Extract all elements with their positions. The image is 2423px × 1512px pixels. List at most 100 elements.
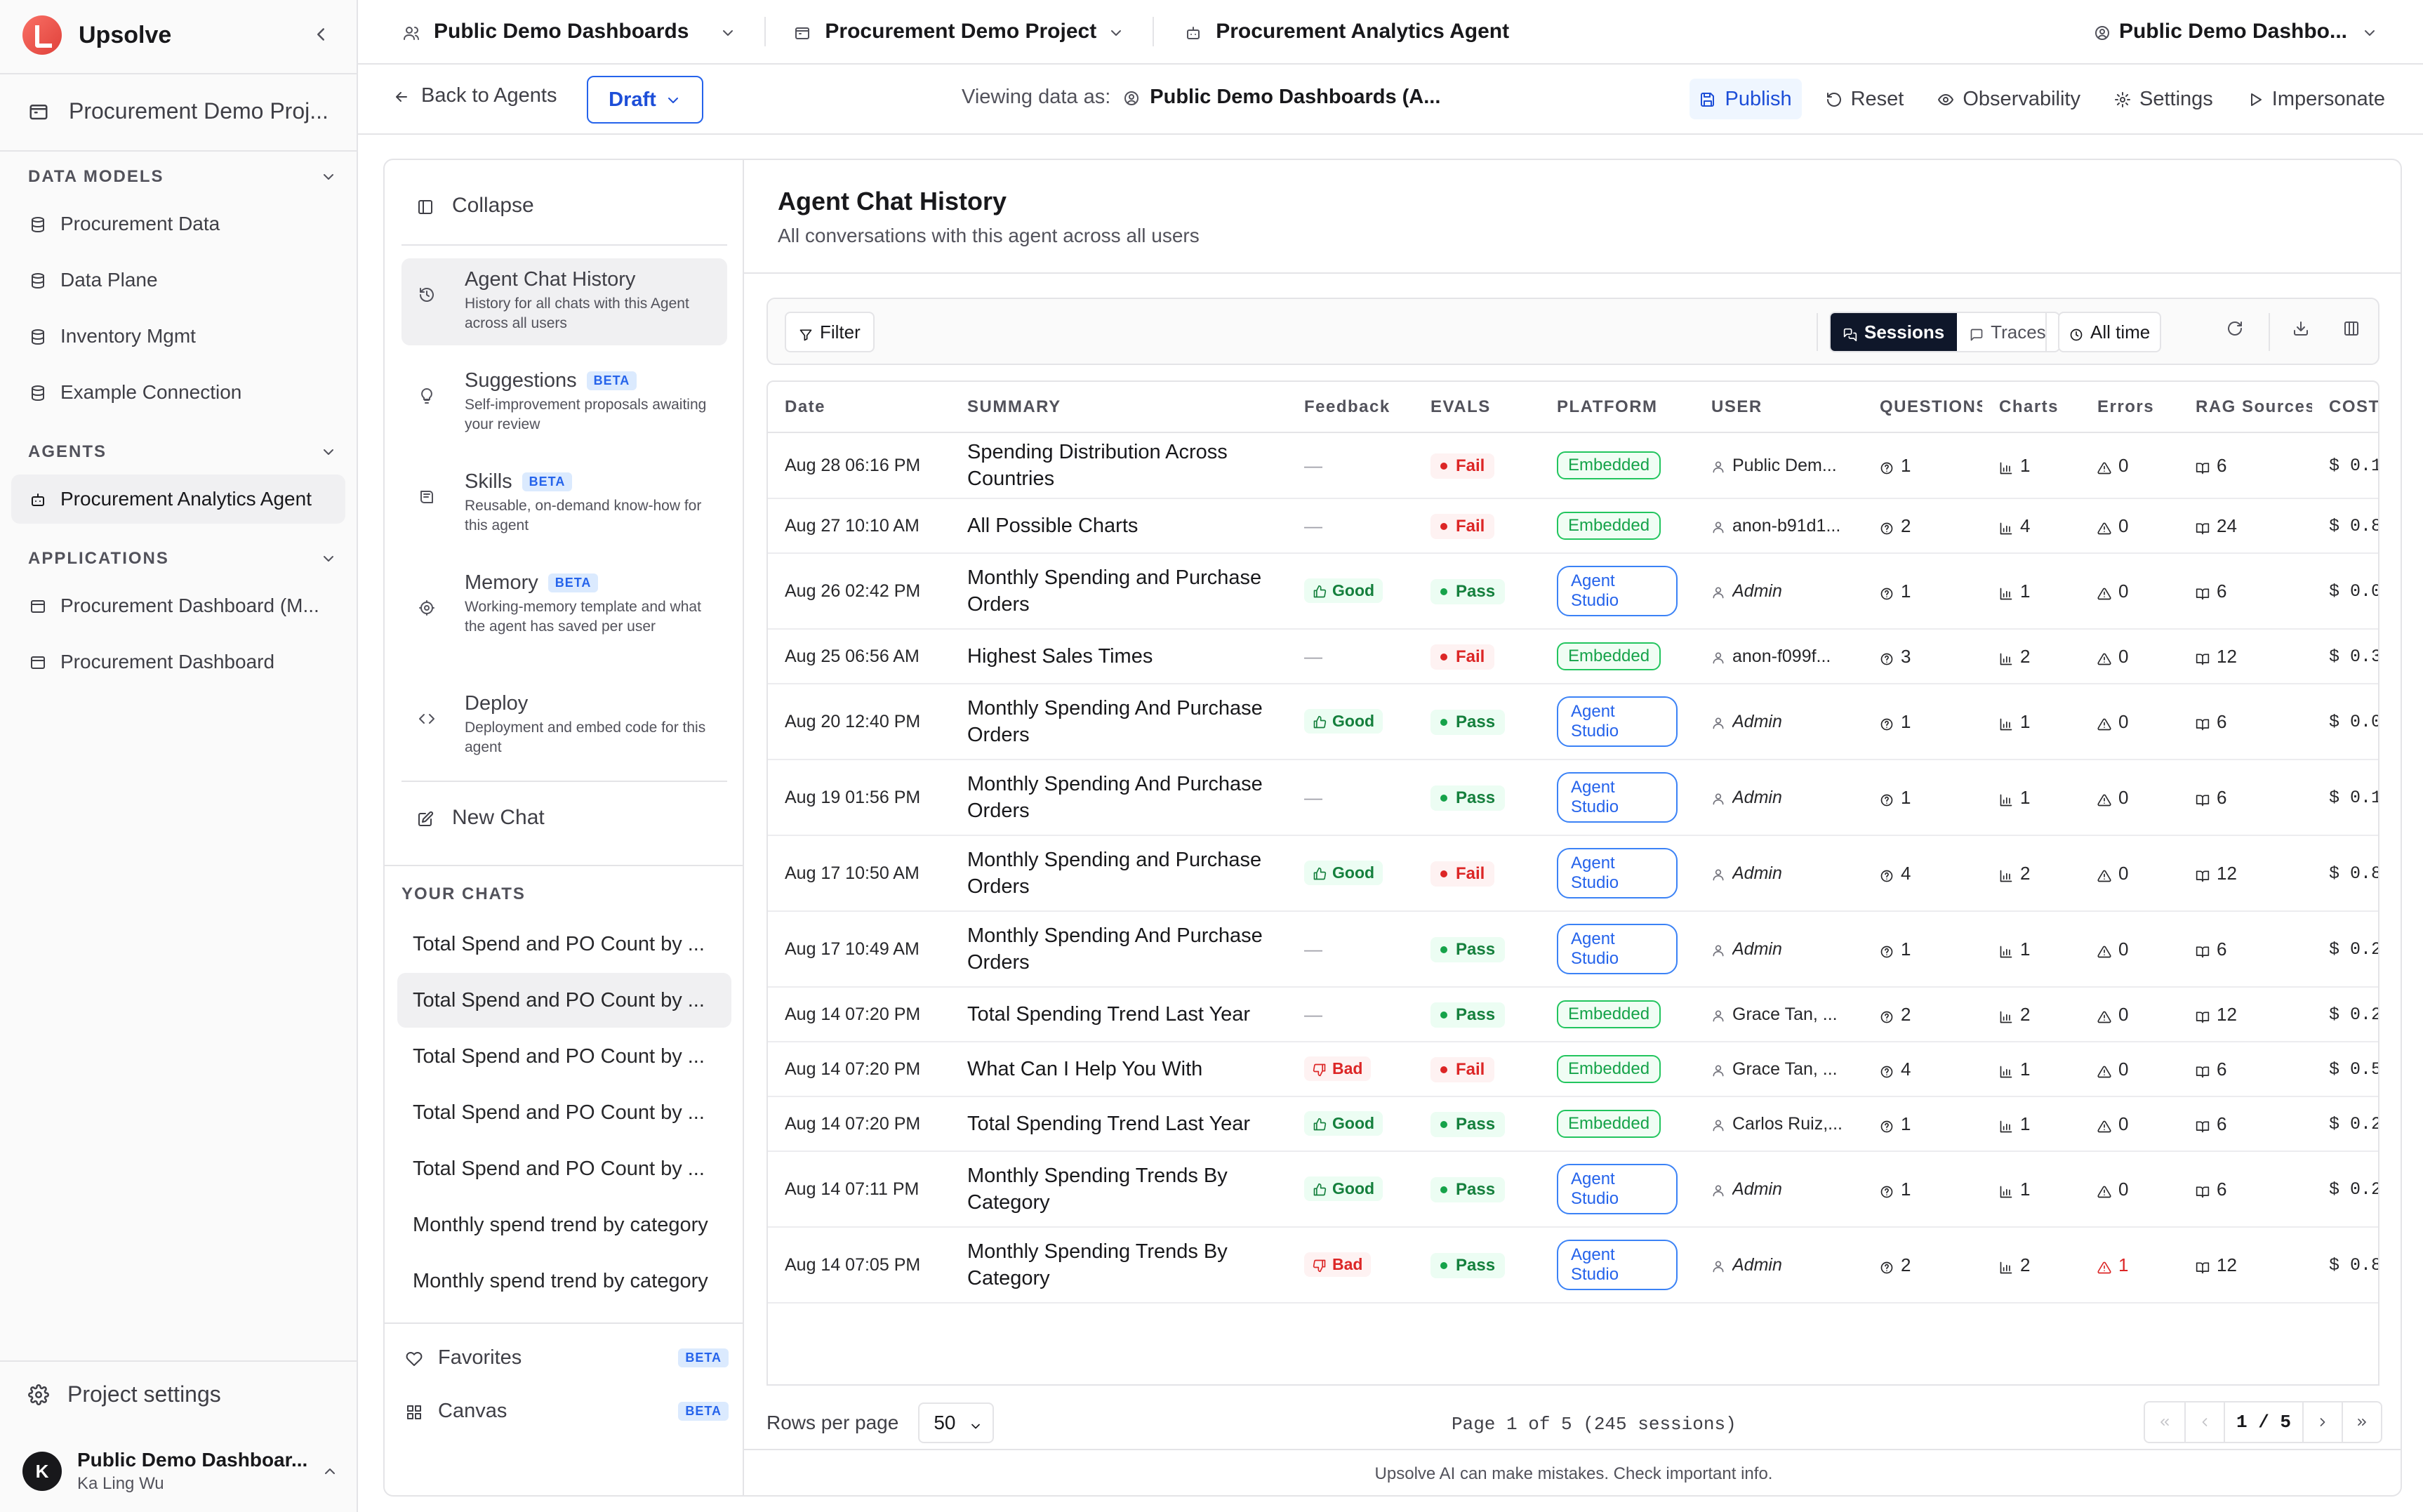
table-row[interactable]: Aug 19 01:56 PM Monthly Spending And Purc… [768, 760, 2378, 836]
sidebar-item-procurement-dashboard[interactable]: Procurement Dashboard [11, 637, 345, 687]
session-summary[interactable]: Highest Sales Times [950, 629, 1287, 684]
section-applications[interactable]: APPLICATIONS [28, 549, 337, 569]
column-header[interactable]: Errors [2080, 382, 2179, 433]
table-row[interactable]: Aug 26 02:42 PM Monthly Spending and Purc… [768, 553, 2378, 630]
publish-button[interactable]: Publish [1690, 79, 1802, 119]
time-range-button[interactable]: All time [2058, 312, 2162, 352]
session-summary[interactable]: Total Spending Trend Last Year [950, 1096, 1287, 1152]
chat-item[interactable]: Total Spend and PO Count by ... [413, 1157, 705, 1180]
project-icon [28, 101, 49, 122]
table-row[interactable]: Aug 14 07:05 PM Monthly Spending Trends B… [768, 1227, 2378, 1304]
section-data-models[interactable]: DATA MODELS [28, 167, 337, 187]
section-agents[interactable]: AGENTS [28, 442, 337, 462]
session-summary[interactable]: Monthly Spending and Purchase Orders [950, 553, 1287, 630]
project-switcher[interactable]: Procurement Demo Project [794, 20, 1124, 44]
sidebar-item-procurement-dashboard-m[interactable]: Procurement Dashboard (M... [11, 581, 345, 630]
account-selector[interactable]: Public Demo Dashbo... [2094, 20, 2378, 44]
observability-button[interactable]: Observability [1927, 79, 2090, 119]
bar-chart-icon [1999, 942, 2013, 958]
column-header[interactable]: RAG Sources [2179, 382, 2312, 433]
column-header[interactable]: COST [2312, 382, 2378, 433]
column-header[interactable]: USER [1694, 382, 1863, 433]
first-page-button[interactable] [2145, 1402, 2184, 1442]
filter-button[interactable]: Filter [785, 312, 875, 352]
sidebar-item-inventory-mgmt[interactable]: Inventory Mgmt [11, 312, 345, 361]
chat-item[interactable]: Monthly spend trend by category [413, 1269, 708, 1292]
table-row[interactable]: Aug 17 10:50 AM Monthly Spending and Purc… [768, 835, 2378, 912]
org-selector[interactable]: Public Demo Dashboards [403, 20, 736, 44]
nav-skills[interactable]: Skills BETA Reusable, on-demand know-how … [401, 460, 727, 548]
charts-count: 2 [2020, 645, 2031, 667]
bar-chart-icon [1999, 790, 2013, 807]
user-menu[interactable]: K Public Demo Dashboar... Ka Ling Wu [22, 1446, 338, 1497]
session-summary[interactable]: Monthly Spending and Purchase Orders [950, 835, 1287, 912]
viewing-data-as[interactable]: Viewing data as: Public Demo Dashboards … [962, 86, 1440, 109]
sidebar-item-data-plane[interactable]: Data Plane [11, 256, 345, 305]
refresh-icon[interactable] [2226, 320, 2243, 337]
table-row[interactable]: Aug 14 07:20 PM Total Spending Trend Last… [768, 987, 2378, 1042]
prev-page-button[interactable] [2184, 1402, 2224, 1442]
session-summary[interactable]: All Possible Charts [950, 498, 1287, 554]
nav-suggestions[interactable]: Suggestions BETA Self-improvement proposa… [401, 359, 727, 446]
table-row[interactable]: Aug 17 10:49 AM Monthly Spending And Purc… [768, 911, 2378, 988]
nav-deploy[interactable]: Deploy Deployment and embed code for thi… [401, 682, 727, 769]
project-selector[interactable]: Procurement Demo Proj... [28, 98, 337, 124]
last-page-button[interactable] [2342, 1402, 2381, 1442]
back-to-agents-link[interactable]: Back to Agents [393, 84, 557, 107]
session-summary[interactable]: Spending Distribution Across Countries [950, 432, 1287, 499]
column-header[interactable]: Date [768, 382, 950, 433]
chat-item[interactable]: Total Spend and PO Count by ... [413, 1045, 705, 1068]
session-summary[interactable]: Monthly Spending And Purchase Orders [950, 684, 1287, 760]
impersonate-button[interactable]: Impersonate [2237, 79, 2395, 119]
eval-badge: Pass [1430, 1111, 1506, 1137]
collapse-sidebar-icon[interactable] [310, 24, 331, 45]
collapse-nav-button[interactable]: Collapse [417, 194, 534, 218]
session-summary[interactable]: Monthly Spending Trends By Category [950, 1227, 1287, 1304]
reset-label: Reset [1850, 87, 1904, 110]
sessions-tab[interactable]: Sessions [1831, 313, 1958, 351]
column-header[interactable]: Charts [1982, 382, 2080, 433]
traces-tab[interactable]: Traces [1957, 313, 2059, 351]
canvas-link[interactable]: Canvas BETA [406, 1400, 729, 1423]
sidebar-item-example-connection[interactable]: Example Connection [11, 368, 345, 417]
settings-button[interactable]: Settings [2104, 79, 2223, 119]
table-row[interactable]: Aug 25 06:56 AM Highest Sales Times — Fail E… [768, 629, 2378, 684]
chat-item[interactable]: Monthly spend trend by category [413, 1213, 708, 1236]
upsolve-logo [22, 15, 62, 55]
nav-agent-chat-history[interactable]: Agent Chat History History for all chats… [401, 258, 727, 345]
chat-item[interactable]: Total Spend and PO Count by ... [413, 932, 705, 955]
chat-item[interactable]: Total Spend and PO Count by ... [413, 1101, 705, 1124]
table-row[interactable]: Aug 14 07:11 PM Monthly Spending Trends B… [768, 1151, 2378, 1228]
draft-version-dropdown[interactable]: Draft [587, 76, 703, 124]
chat-item[interactable]: Total Spend and PO Count by ... [397, 973, 731, 1028]
session-summary[interactable]: Monthly Spending And Purchase Orders [950, 911, 1287, 988]
help-circle-icon [1880, 790, 1894, 807]
session-summary[interactable]: What Can I Help You With [950, 1042, 1287, 1097]
table-row[interactable]: Aug 14 07:20 PM What Can I Help You With B… [768, 1042, 2378, 1097]
column-header[interactable]: PLATFORM [1540, 382, 1694, 433]
columns-icon[interactable] [2343, 320, 2360, 337]
gear-icon [2114, 91, 2131, 107]
sidebar-item-procurement-analytics-agent[interactable]: Procurement Analytics Agent [11, 475, 345, 524]
table-row[interactable]: Aug 28 06:16 PM Spending Distribution Acr… [768, 432, 2378, 499]
column-header[interactable]: EVALS [1414, 382, 1540, 433]
rows-per-page-select[interactable]: 50 [918, 1402, 995, 1443]
favorites-link[interactable]: Favorites BETA [406, 1346, 729, 1370]
session-summary[interactable]: Monthly Spending Trends By Category [950, 1151, 1287, 1228]
reset-button[interactable]: Reset [1816, 79, 1914, 119]
column-header[interactable]: SUMMARY [950, 382, 1287, 433]
sidebar-item-procurement-data[interactable]: Procurement Data [11, 199, 345, 248]
download-icon[interactable] [2292, 320, 2309, 337]
column-header[interactable]: QUESTIONS [1863, 382, 1982, 433]
session-summary[interactable]: Monthly Spending And Purchase Orders [950, 760, 1287, 836]
session-summary[interactable]: Total Spending Trend Last Year [950, 987, 1287, 1042]
column-header[interactable]: Feedback [1287, 382, 1414, 433]
project-settings-link[interactable]: Project settings [28, 1381, 221, 1407]
table-row[interactable]: Aug 20 12:40 PM Monthly Spending And Purc… [768, 684, 2378, 760]
table-row[interactable]: Aug 14 07:20 PM Total Spending Trend Last… [768, 1096, 2378, 1152]
table-row[interactable]: Aug 27 10:10 AM All Possible Charts — Fail E… [768, 498, 2378, 554]
next-page-button[interactable] [2302, 1402, 2342, 1442]
brand[interactable]: Upsolve [22, 15, 171, 55]
new-chat-button[interactable]: New Chat [417, 806, 545, 830]
nav-memory[interactable]: Memory BETA Working-memory template and w… [401, 562, 727, 668]
